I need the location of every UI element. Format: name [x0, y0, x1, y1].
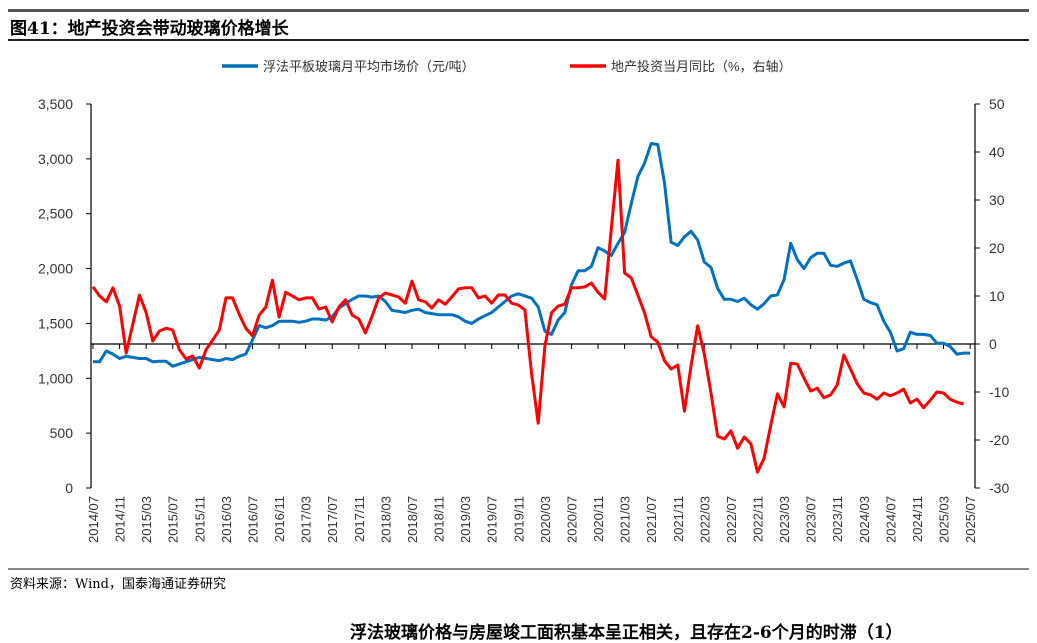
x-tick-label: 2020/11 [591, 496, 606, 542]
right-tick-label: 10 [989, 288, 1005, 304]
x-tick-label: 2017/03 [299, 496, 314, 543]
x-tick-label: 2018/11 [432, 496, 447, 542]
x-tick-label: 2015/03 [139, 496, 154, 543]
x-tick-label: 2018/07 [405, 496, 420, 543]
legend-label-invest: 地产投资当月同比（%，右轴） [611, 59, 792, 74]
x-tick-label: 2020/07 [564, 496, 579, 543]
x-tick-label: 2020/03 [538, 496, 553, 543]
x-tick-label: 2019/07 [485, 496, 500, 543]
x-tick-label: 2022/07 [724, 496, 739, 543]
x-tick-label: 2018/03 [378, 496, 393, 543]
x-tick-label: 2024/07 [883, 496, 898, 543]
title-rule [8, 39, 1029, 41]
x-tick-label: 2019/03 [458, 496, 473, 543]
right-tick-label: 30 [989, 192, 1005, 208]
x-tick-label: 2023/03 [777, 496, 792, 543]
x-tick-label: 2016/07 [245, 496, 260, 543]
left-tick-label: 2,500 [38, 206, 73, 222]
x-tick-label: 2025/07 [963, 496, 978, 543]
right-tick-label: 0 [989, 336, 997, 352]
right-tick-label: 50 [989, 96, 1005, 112]
left-tick-label: 1,500 [38, 315, 73, 331]
source-note: 资料来源：Wind，国泰海通证券研究 [10, 577, 226, 592]
price-line [93, 142, 971, 368]
left-tick-label: 2,000 [38, 261, 73, 277]
legend-label-price: 浮法平板玻璃月平均市场价（元/吨） [263, 59, 475, 74]
x-tick-label: 2017/11 [352, 496, 367, 542]
right-tick-label: -20 [989, 432, 1009, 448]
x-tick-label: 2022/11 [751, 496, 766, 542]
investment-yoy-line [91, 158, 964, 474]
x-tick-label: 2023/07 [804, 496, 819, 543]
x-tick-label: 2023/11 [830, 496, 845, 542]
right-tick-label: 20 [989, 240, 1005, 256]
legend: 浮法平板玻璃月平均市场价（元/吨） 地产投资当月同比（%，右轴） [222, 59, 792, 74]
x-tick-label: 2014/07 [86, 496, 101, 543]
x-tick-label: 2024/03 [857, 496, 872, 543]
x-tick-label: 2015/11 [192, 496, 207, 542]
x-tick-label: 2021/07 [644, 496, 659, 543]
figure-title: 图41：地产投资会带动玻璃价格增长 [10, 19, 289, 39]
left-tick-label: 0 [65, 480, 73, 496]
x-tick-label: 2021/11 [671, 496, 686, 542]
right-tick-label: -10 [989, 384, 1009, 400]
x-tick-label: 2016/03 [219, 496, 234, 543]
x-tick-label: 2022/03 [697, 496, 712, 543]
series-lines [91, 142, 971, 474]
x-tick-label: 2016/11 [272, 496, 287, 542]
x-tick-label: 2025/03 [937, 496, 952, 543]
x-tick-label: 2019/11 [511, 496, 526, 542]
left-tick-label: 1,000 [38, 370, 73, 386]
x-tick-label: 2017/07 [325, 496, 340, 543]
right-tick-label: 40 [989, 144, 1005, 160]
left-tick-label: 500 [50, 425, 74, 441]
x-tick-label: 2014/11 [113, 496, 128, 542]
next-section-text: 浮法玻璃价格与房屋竣工面积基本呈正相关，且存在2-6个月的时滞（1） [350, 623, 903, 643]
left-tick-label: 3,000 [38, 151, 73, 167]
left-tick-label: 3,500 [38, 96, 73, 112]
right-tick-label: -30 [989, 480, 1009, 496]
x-tick-label: 2015/07 [166, 496, 181, 543]
x-tick-label: 2021/03 [618, 496, 633, 543]
x-tick-label: 2024/11 [910, 496, 925, 542]
source-rule [8, 568, 1029, 570]
axes: 05001,0001,5002,0002,5003,0003,500-30-20… [38, 96, 1009, 543]
top-rule [8, 9, 1029, 12]
